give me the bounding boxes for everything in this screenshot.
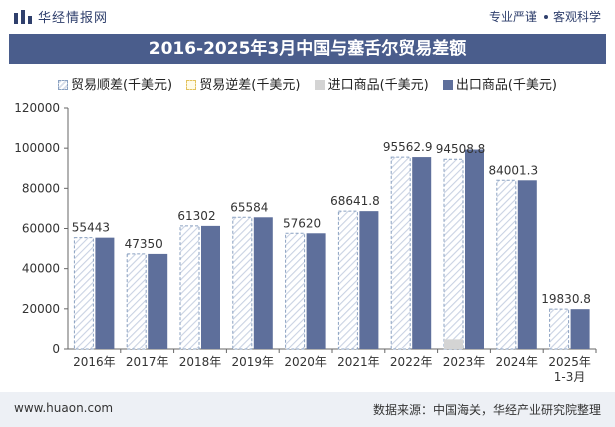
- tagline-dot-icon: [543, 15, 548, 19]
- data-label: 55443: [72, 221, 110, 235]
- chart-title: 2016-2025年3月中国与塞舌尔贸易差额: [148, 39, 467, 59]
- legend-swatch-deficit: [186, 80, 197, 90]
- data-label: 94508.8: [436, 142, 486, 156]
- data-label: 84001.3: [488, 163, 538, 177]
- bar-surplus: [179, 225, 200, 350]
- data-label: 65584: [230, 200, 268, 214]
- x-tick-label: 2025年: [548, 355, 591, 369]
- bar-surplus: [126, 253, 147, 350]
- bar-export: [570, 309, 590, 349]
- x-tick-label: 2021年: [337, 355, 380, 369]
- tagline-left: 专业严谨: [488, 10, 537, 24]
- bar-import: [444, 339, 463, 349]
- legend-item-export: 出口商品(千美元): [442, 74, 558, 93]
- legend-label-surplus: 贸易顺差(千美元): [70, 78, 173, 93]
- tagline-right: 客观科学: [552, 10, 601, 24]
- tagline: 专业严谨 客观科学: [489, 8, 601, 25]
- x-tick-label: 2022年: [390, 355, 433, 369]
- y-tick-label: 40000: [22, 262, 60, 276]
- bar-chart: 0 20000 40000 60000 80000 100000 120000 55443 20…: [14, 101, 597, 384]
- legend-label-import: 进口商品(千美元): [327, 78, 429, 93]
- title-bar: 2016-2025年3月中国与塞舌尔贸易差额: [9, 34, 606, 64]
- data-label: 19830.8: [541, 292, 591, 306]
- logo-text[interactable]: 华经情报网: [38, 11, 109, 26]
- footer-source: 数据来源：中国海关，华经产业研究院整理: [372, 403, 601, 417]
- bar-export: [95, 237, 115, 349]
- legend-label-deficit: 贸易逆差(千美元): [199, 78, 301, 93]
- data-label: 61302: [177, 209, 215, 223]
- legend-swatch-surplus: [57, 80, 68, 90]
- bar-export: [412, 157, 432, 349]
- legend-label-export: 出口商品(千美元): [455, 78, 558, 93]
- bar-surplus: [285, 232, 306, 350]
- bar-export: [201, 225, 220, 349]
- bar-surplus: [496, 179, 517, 350]
- bar-surplus: [232, 216, 253, 350]
- x-tick-label: 2024年: [496, 355, 539, 369]
- bar-surplus: [337, 210, 358, 350]
- bar-export: [148, 253, 168, 349]
- bar-chart-logo-icon: [14, 10, 32, 24]
- y-tick-label: 100000: [14, 141, 60, 155]
- bar-export: [359, 211, 379, 349]
- y-tick-label: 120000: [14, 101, 60, 115]
- legend-item-deficit: 贸易逆差(千美元): [186, 74, 300, 93]
- y-tick-label: 0: [52, 342, 60, 356]
- data-label: 68641.8: [330, 194, 380, 208]
- bar-export: [465, 149, 484, 349]
- chart-legend: 贸易顺差(千美元) 贸易逆差(千美元) 进口商品(千美元) 出口商品(千美元): [0, 74, 615, 93]
- legend-swatch-export: [442, 80, 453, 90]
- bar-export: [306, 233, 326, 349]
- bar-surplus: [549, 308, 570, 350]
- x-tick-label: 2018年: [179, 355, 222, 369]
- bar-surplus: [390, 156, 411, 350]
- header: 华经情报网 专业严谨 客观科学: [0, 0, 615, 34]
- footer: www.huaon.com 数据来源：中国海关，华经产业研究院整理: [0, 392, 615, 427]
- x-tick-label: 2016年: [73, 355, 116, 369]
- x-tick-label: 2017年: [126, 355, 169, 369]
- bar-export: [253, 217, 273, 349]
- x-tick-label: 2019年: [232, 355, 275, 369]
- x-tick-label: 2020年: [284, 355, 327, 369]
- data-label: 95562.9: [383, 140, 433, 154]
- x-tick-label: 1-3月: [554, 370, 586, 384]
- data-label: 57620: [283, 216, 321, 230]
- y-tick-label: 60000: [22, 222, 60, 236]
- legend-swatch-import: [314, 80, 325, 90]
- x-tick-label: 2023年: [443, 355, 486, 369]
- legend-item-import: 进口商品(千美元): [314, 74, 429, 93]
- bar-surplus: [443, 158, 464, 350]
- data-label: 47350: [125, 237, 163, 251]
- bar-export: [517, 180, 537, 349]
- legend-item-surplus: 贸易顺差(千美元): [57, 74, 173, 93]
- y-tick-label: 20000: [22, 302, 60, 316]
- y-tick-label: 80000: [22, 181, 60, 195]
- footer-website-link[interactable]: www.huaon.com: [14, 401, 114, 415]
- bar-surplus: [73, 237, 94, 350]
